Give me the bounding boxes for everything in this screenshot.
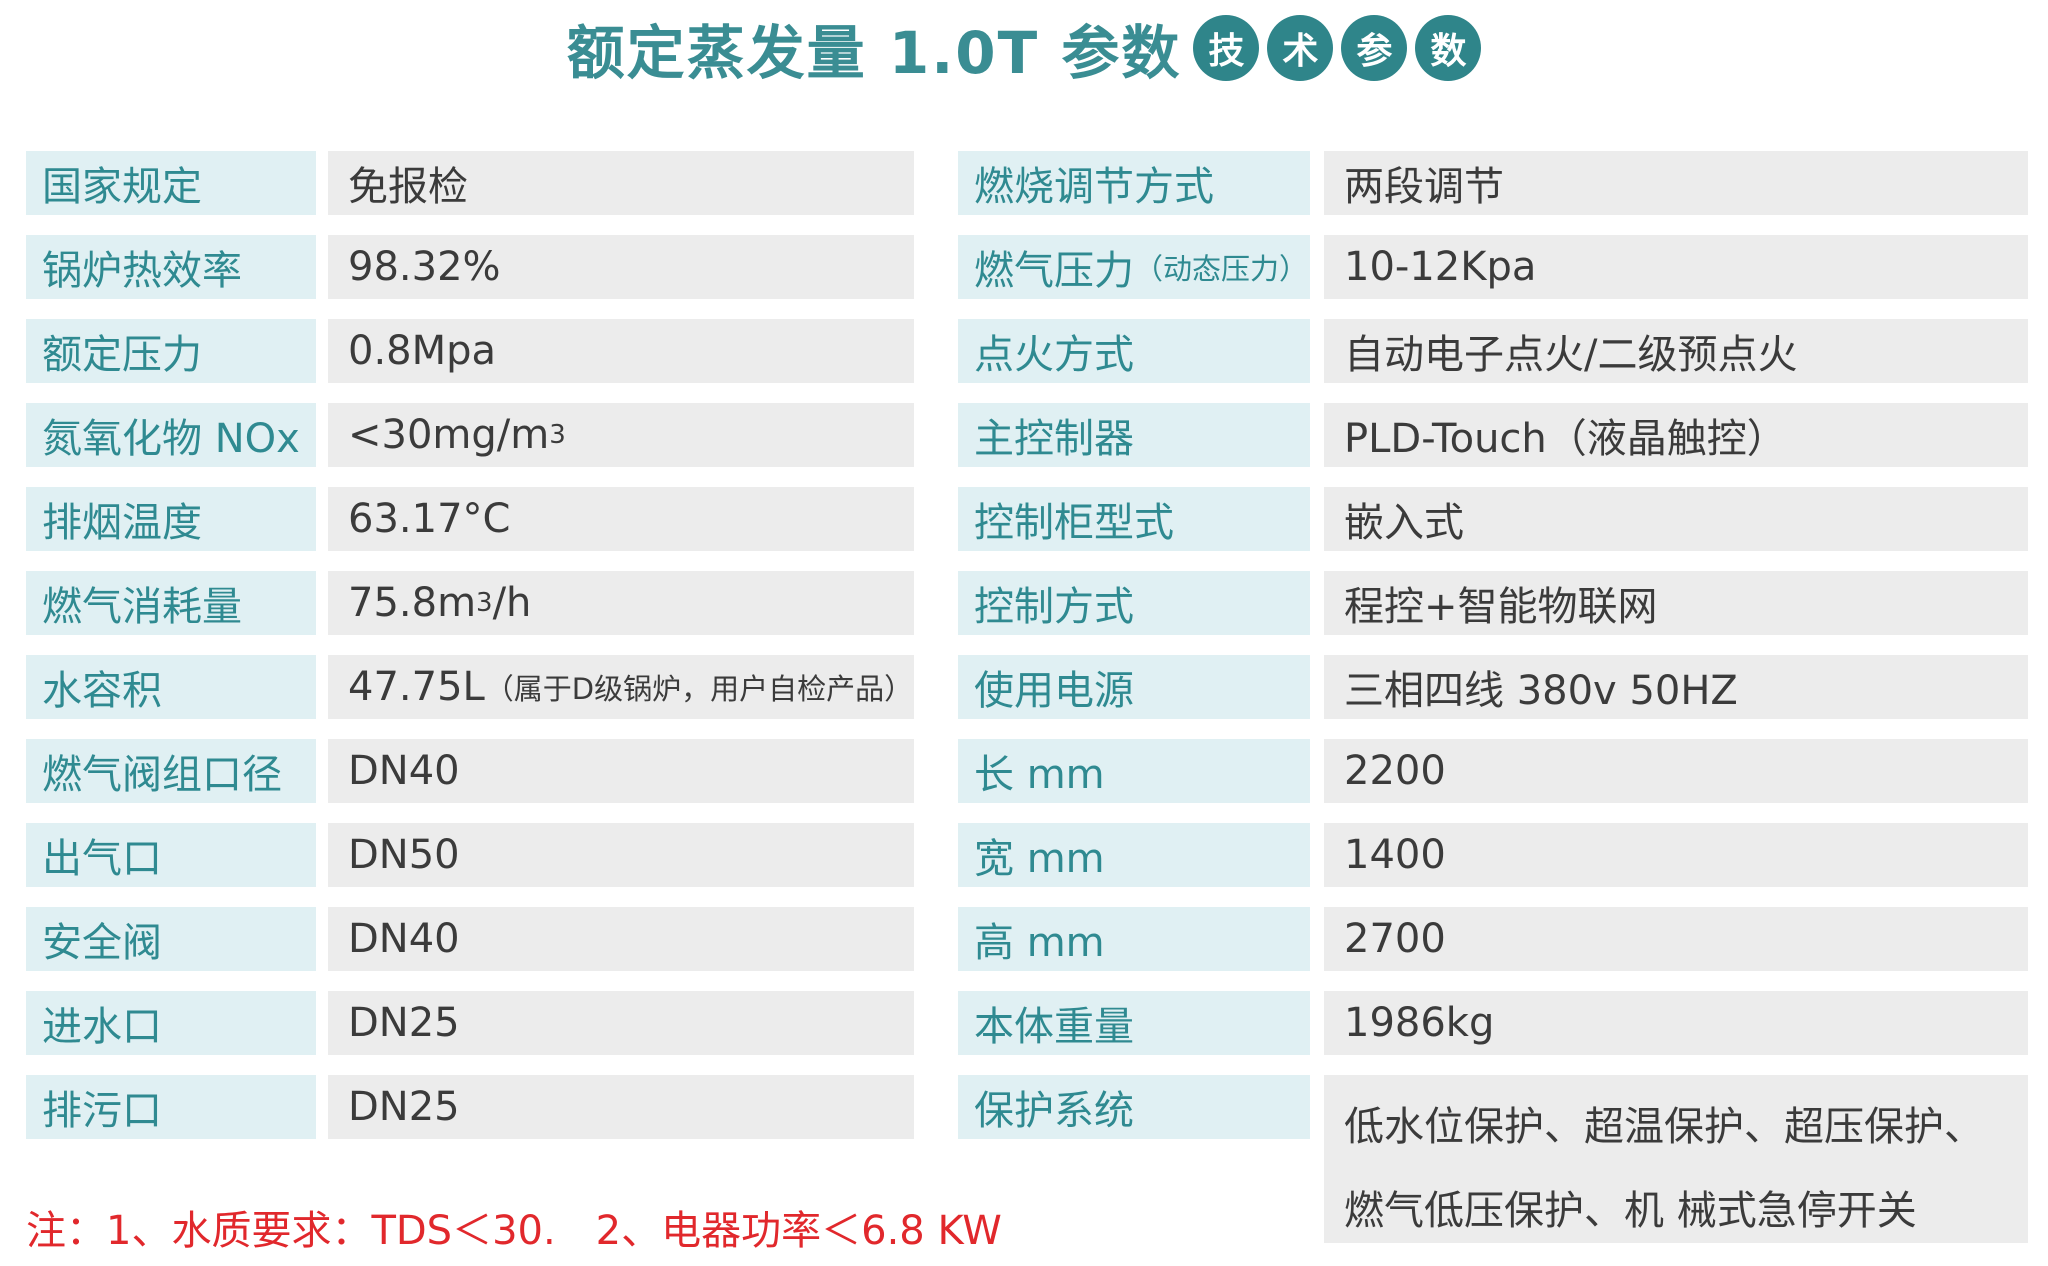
spec-value: 2700 — [1324, 907, 2028, 971]
title-badges: 技 术 参 数 — [1185, 15, 1482, 81]
spec-value: DN25 — [328, 1075, 914, 1139]
spec-label: 进水口 — [26, 991, 316, 1055]
spec-label: 宽 mm — [958, 823, 1310, 887]
spec-value: 47.75L （属于D级锅炉，用户自检产品） — [328, 655, 914, 719]
spec-label: 水容积 — [26, 655, 316, 719]
spec-value: DN25 — [328, 991, 914, 1055]
spec-label: 使用电源 — [958, 655, 1310, 719]
spec-value: 1400 — [1324, 823, 2028, 887]
spec-label: 燃气阀组口径 — [26, 739, 316, 803]
spec-value: 自动电子点火/二级预点火 — [1324, 319, 2028, 383]
spec-label: 燃气压力 （动态压力） — [958, 235, 1310, 299]
spec-value: DN40 — [328, 739, 914, 803]
spec-value: DN50 — [328, 823, 914, 887]
spec-value: 免报检 — [328, 151, 914, 215]
spec-label: 排烟温度 — [26, 487, 316, 551]
spec-value: 0.8Mpa — [328, 319, 914, 383]
spec-label: 燃烧调节方式 — [958, 151, 1310, 215]
title-text: 额定蒸发量 1.0T 参数 — [566, 19, 1182, 87]
spec-label: 出气口 — [26, 823, 316, 887]
spec-label: 锅炉热效率 — [26, 235, 316, 299]
spec-value: DN40 — [328, 907, 914, 971]
spec-value: 低水位保护、超温保护、超压保护、 燃气低压保护、机 械式急停开关 — [1324, 1075, 2028, 1243]
title-badge: 数 — [1415, 15, 1482, 81]
spec-label: 氮氧化物 NOx — [26, 403, 316, 467]
spec-label: 国家规定 — [26, 151, 316, 215]
spec-label: 主控制器 — [958, 403, 1310, 467]
spec-value: 1986kg — [1324, 991, 2028, 1055]
spec-label: 长 mm — [958, 739, 1310, 803]
value-line: 燃气低压保护、机 械式急停开关 — [1344, 1188, 1917, 1234]
superscript: 3 — [549, 420, 566, 450]
title-badge: 参 — [1341, 15, 1408, 81]
spec-value: 2200 — [1324, 739, 2028, 803]
spec-value: 98.32% — [328, 235, 914, 299]
spec-label: 额定压力 — [26, 319, 316, 383]
spec-value: PLD-Touch（液晶触控） — [1324, 403, 2028, 467]
value-note: （属于D级锅炉，用户自检产品） — [484, 672, 914, 706]
superscript: 3 — [476, 588, 493, 618]
spec-value: <30mg/m 3 — [328, 403, 914, 467]
spec-label: 燃气消耗量 — [26, 571, 316, 635]
spec-value: 三相四线 380v 50HZ — [1324, 655, 2028, 719]
spec-value: 程控+智能物联网 — [1324, 571, 2028, 635]
label-note: （动态压力） — [1134, 252, 1309, 286]
spec-label: 保护系统 — [958, 1075, 1310, 1139]
spec-label: 高 mm — [958, 907, 1310, 971]
title-badge: 术 — [1267, 15, 1334, 81]
spec-label: 控制柜型式 — [958, 487, 1310, 551]
title-badge: 技 — [1193, 15, 1260, 81]
page-title: 额定蒸发量 1.0T 参数 技 术 参 数 — [0, 0, 2048, 96]
spec-value: 75.8m 3/h — [328, 571, 914, 635]
spec-label: 排污口 — [26, 1075, 316, 1139]
footnote: 注：1、水质要求：TDS＜30. 2、电器功率＜6.8 KW — [26, 1208, 1002, 1254]
spec-label: 安全阀 — [26, 907, 316, 971]
value-line: 低水位保护、超温保护、超压保护、 — [1344, 1104, 1984, 1150]
spec-label: 点火方式 — [958, 319, 1310, 383]
spec-value: 两段调节 — [1324, 151, 2028, 215]
spec-value: 63.17°C — [328, 487, 914, 551]
spec-value: 10-12Kpa — [1324, 235, 2028, 299]
spec-label: 本体重量 — [958, 991, 1310, 1055]
spec-value: 嵌入式 — [1324, 487, 2028, 551]
spec-label: 控制方式 — [958, 571, 1310, 635]
